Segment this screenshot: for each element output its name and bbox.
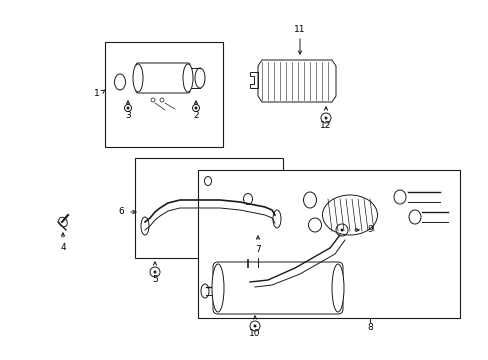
Bar [135,158,283,258]
Ellipse shape [408,210,420,224]
Circle shape [194,107,197,109]
Circle shape [253,324,256,328]
Text: 5: 5 [152,275,158,284]
Ellipse shape [331,264,343,312]
Text: 6: 6 [118,207,123,216]
Text: 4: 4 [60,243,66,252]
Circle shape [340,229,343,231]
Text: 9: 9 [366,225,372,234]
Circle shape [324,117,327,120]
Circle shape [126,107,129,109]
Text: 11: 11 [294,24,305,33]
Text: 3: 3 [125,112,131,121]
Text: 10: 10 [249,329,260,338]
Ellipse shape [133,64,142,92]
Ellipse shape [212,264,224,312]
Text: 1: 1 [94,90,100,99]
Bar [198,170,459,318]
Text: 8: 8 [366,324,372,333]
Text: 2: 2 [193,112,199,121]
Ellipse shape [393,190,405,204]
Circle shape [153,270,156,274]
Ellipse shape [183,64,193,92]
Text: 12: 12 [320,122,331,130]
Bar [105,42,223,147]
Ellipse shape [303,192,316,208]
Text: 7: 7 [255,244,260,253]
Ellipse shape [308,218,321,232]
